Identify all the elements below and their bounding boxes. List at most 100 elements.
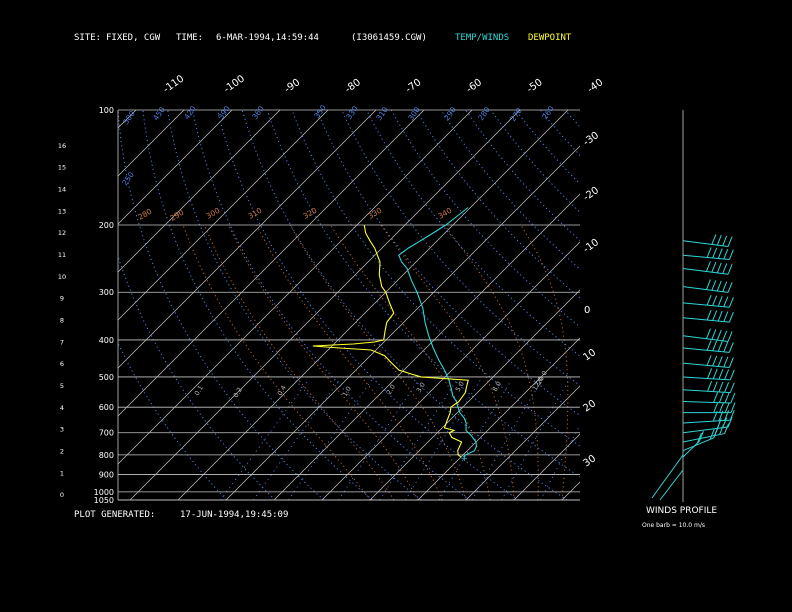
dry-adiabat-line <box>714 110 792 500</box>
dry-adiabat-line <box>415 110 580 299</box>
wind-barb-flag <box>707 381 713 392</box>
wind-barb-flag <box>713 402 719 413</box>
mixing-ratio-line <box>379 379 458 500</box>
wind-barb-flag <box>711 329 717 340</box>
theta-e-label: 310 <box>247 206 264 221</box>
legend-dewpoint: DEWPOINT <box>528 33 572 43</box>
wind-barb-flag <box>712 381 718 392</box>
winds-profile-title: WINDS PROFILE <box>646 506 718 516</box>
height-tick-label: 16 <box>58 142 66 150</box>
height-tick-label: 4 <box>60 404 64 412</box>
wind-barb-flag <box>707 368 713 379</box>
theta-label: 270 <box>508 106 524 123</box>
height-tick-label: 5 <box>60 382 64 390</box>
time-value: 6-MAR-1994,14:59:44 <box>216 33 319 43</box>
height-tick-label: 11 <box>58 251 66 259</box>
dry-adiabat-line <box>390 110 580 328</box>
wind-barb-staff <box>682 419 731 424</box>
moist-adiabat-lines <box>182 224 569 500</box>
wind-barb-staff <box>682 302 730 308</box>
wind-barb-flag <box>716 234 722 246</box>
theta-e-label: 320 <box>302 206 319 221</box>
dry-adiabat-line <box>167 110 422 500</box>
height-tick-label: 14 <box>58 186 66 194</box>
wind-barb-flag <box>723 356 729 368</box>
wind-barb-flag <box>716 329 722 341</box>
moist-adiabat-line <box>520 224 569 500</box>
theta-label: 310 <box>374 105 390 122</box>
wind-barb-flag <box>716 262 722 274</box>
dewpoint-line <box>312 224 469 458</box>
height-tick-label: 6 <box>60 360 64 368</box>
right-temp-label: 0 <box>584 305 590 316</box>
mixing-ratio-line <box>501 379 570 500</box>
dry-adiabat-line <box>241 110 568 500</box>
isobar-lines <box>118 109 580 501</box>
wind-barb-flag <box>730 392 736 404</box>
isotherm-line <box>273 193 580 500</box>
time-label: TIME: <box>176 33 204 43</box>
theta-label: 250 <box>120 170 136 187</box>
theta-label: 280 <box>476 105 492 122</box>
pressure-tick-label: 100 <box>99 106 114 115</box>
dry-adiabat-line <box>366 110 580 357</box>
wind-barb-flag <box>729 369 735 381</box>
wind-barb-flag <box>717 341 723 352</box>
height-tick-label: 9 <box>60 295 64 303</box>
isotherm-line <box>513 433 580 500</box>
surface-marker: + <box>460 454 468 464</box>
mixing-ratio-lines <box>220 379 580 500</box>
wind-barb-flag <box>706 294 712 306</box>
wind-barb-flag <box>723 296 729 307</box>
dry-adiabat-line <box>291 110 580 447</box>
wind-barb-staff <box>682 286 729 293</box>
top-temp-label: -60 <box>464 77 484 95</box>
wind-barb-flag <box>696 432 702 444</box>
isotherm-line <box>118 110 329 321</box>
wind-barb-staff <box>682 254 730 261</box>
theta-label: 260 <box>540 104 556 121</box>
wind-barb-staff <box>682 440 700 458</box>
dry-adiabat-line <box>739 110 792 500</box>
top-temp-label: -70 <box>404 77 424 95</box>
wind-barb-flag <box>727 264 733 275</box>
isotherm-line <box>225 145 580 500</box>
wind-barb-flag <box>727 331 733 342</box>
isotherm-line <box>118 110 185 177</box>
site-value: FIXED, CGW <box>106 33 161 43</box>
isotherm-line <box>177 110 569 500</box>
theta-label: 350 <box>312 103 328 120</box>
isotherm-line <box>118 110 425 417</box>
moist-adiabat-line <box>380 224 515 500</box>
right-temp-label: 20 <box>581 398 598 414</box>
wind-barb-flag <box>711 261 717 273</box>
isotherm-line <box>118 110 377 369</box>
chart-axes <box>117 110 684 502</box>
theta-label: 330 <box>344 104 360 121</box>
right-temp-label: 30 <box>581 453 598 469</box>
wind-barb-staff <box>682 401 731 404</box>
wind-barb-staff <box>682 335 729 342</box>
wind-barb-flag <box>730 402 736 413</box>
mixing-ratio-line <box>540 424 580 500</box>
wind-barb-flag <box>722 263 728 274</box>
height-tick-label: 12 <box>58 229 66 237</box>
wind-barb-flag <box>717 296 723 307</box>
wind-barb-staff <box>682 376 731 381</box>
wind-barb-staff <box>682 317 730 323</box>
top-temp-label: -90 <box>283 77 303 95</box>
wind-barb-flag <box>724 382 730 393</box>
pressure-tick-label: 300 <box>99 288 114 297</box>
pressure-tick-label: 400 <box>99 336 114 345</box>
wind-barb-staff <box>682 426 729 434</box>
wind-barb-flag <box>712 247 718 259</box>
right-temp-label: -20 <box>581 185 601 203</box>
wind-barb-flag <box>713 392 719 403</box>
isotherm-line <box>118 110 137 129</box>
theta-e-label: 280 <box>137 207 154 222</box>
mixing-ratio-line <box>438 379 512 500</box>
wind-barb-flag <box>718 392 724 403</box>
mixing-ratio-label: 20.0 <box>535 369 549 386</box>
dry-adiabat-line <box>440 110 580 270</box>
